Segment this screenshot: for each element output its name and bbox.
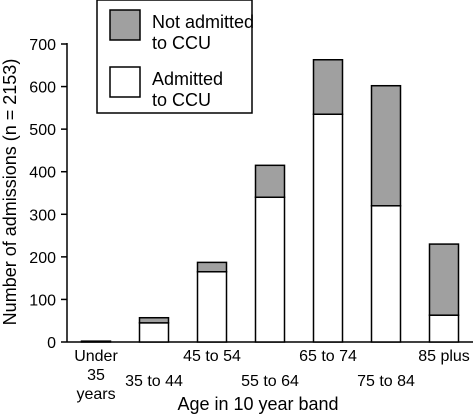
y-axis-title: Number of admissions (n = 2153) [0, 59, 20, 326]
x-tick-label: Under 35 years [74, 348, 118, 403]
y-tick-label: 700 [29, 37, 56, 54]
y-tick-label: 100 [29, 292, 56, 309]
svg-text:55 to 64: 55 to 64 [241, 373, 299, 390]
x-tick-label: 45 to 54 [183, 348, 241, 365]
x-tick-label: 75 to 84 [357, 373, 415, 390]
bars [80, 59, 460, 343]
svg-text:35: 35 [87, 367, 105, 384]
y-tick-label: 0 [47, 335, 56, 352]
bar-admitted [196, 271, 228, 343]
x-tick-label: 85 plus [418, 348, 470, 365]
bar-admitted [312, 113, 344, 343]
svg-text:85 plus: 85 plus [418, 348, 470, 365]
svg-text:35 to 44: 35 to 44 [125, 373, 183, 390]
y-tick-label: 400 [29, 165, 56, 182]
svg-text:years: years [76, 386, 115, 403]
y-tick-label: 300 [29, 207, 56, 224]
svg-text:to CCU: to CCU [152, 90, 211, 110]
bar-admitted [80, 340, 112, 343]
bar-not-admitted [138, 316, 170, 324]
bar-not-admitted [370, 84, 402, 207]
x-tick-label: 65 to 74 [299, 348, 357, 365]
legend-swatch [109, 66, 141, 98]
svg-text:to CCU: to CCU [152, 33, 211, 53]
bar-not-admitted [196, 261, 228, 273]
x-axis-title: Age in 10 year band [177, 394, 338, 414]
bar-admitted [138, 322, 170, 343]
legend-swatch [109, 9, 141, 41]
x-tick-label: 35 to 44 [125, 373, 183, 390]
x-tick-label: 55 to 64 [241, 373, 299, 390]
svg-text:75 to 84: 75 to 84 [357, 373, 415, 390]
bar-admitted [370, 205, 402, 343]
svg-text:Admitted: Admitted [152, 69, 223, 89]
y-axis: 0 100 200 300 400 500 600 700 [29, 37, 68, 352]
y-tick-label: 500 [29, 122, 56, 139]
y-tick-label: 600 [29, 80, 56, 97]
svg-text:65 to 74: 65 to 74 [299, 348, 357, 365]
bar-not-admitted [312, 59, 344, 115]
bar-admitted [428, 314, 460, 343]
svg-text:Under: Under [74, 348, 118, 365]
svg-text:Not admitted: Not admitted [152, 12, 254, 32]
bar-not-admitted [428, 243, 460, 316]
svg-text:45 to 54: 45 to 54 [183, 348, 241, 365]
bar-not-admitted [254, 164, 286, 199]
y-tick-label: 200 [29, 250, 56, 267]
bar-admitted [254, 196, 286, 343]
